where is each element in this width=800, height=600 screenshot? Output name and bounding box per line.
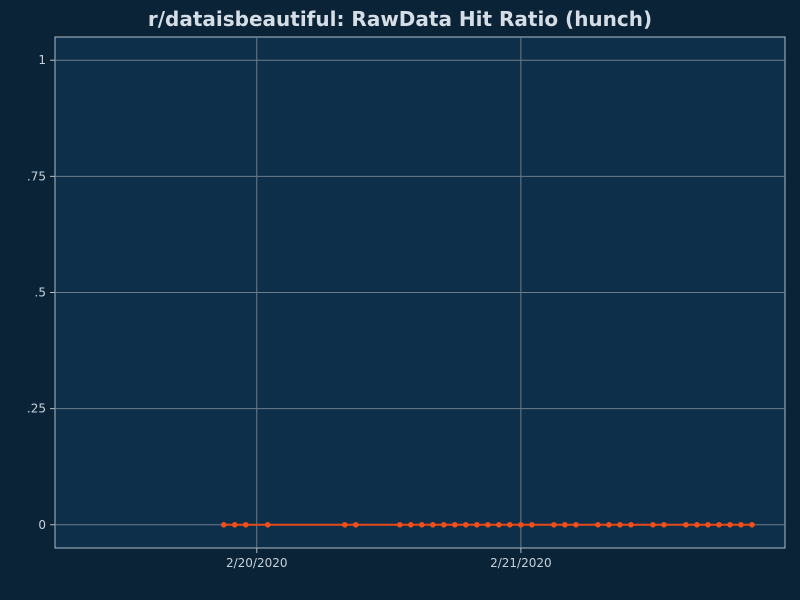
data-point: [606, 521, 612, 528]
data-point: [595, 521, 601, 528]
data-point: [749, 521, 755, 528]
data-point: [231, 521, 238, 528]
y-tick-label: 0: [38, 518, 46, 532]
data-point: [694, 521, 700, 528]
data-point: [529, 521, 535, 528]
data-point: [716, 521, 722, 528]
chart-title: r/dataisbeautiful: RawData Hit Ratio (hu…: [148, 7, 652, 31]
data-point: [738, 521, 744, 528]
data-point: [419, 521, 425, 528]
x-tick-label: 2/21/2020: [490, 556, 552, 570]
x-axis: 2/20/2020 2/21/2020: [226, 548, 552, 570]
data-point: [617, 521, 623, 528]
data-point: [452, 521, 458, 528]
data-point: [264, 521, 271, 528]
data-point: [562, 521, 568, 528]
data-point: [430, 521, 436, 528]
x-tick-label: 2/20/2020: [226, 556, 288, 570]
data-point: [551, 521, 557, 528]
data-point: [650, 521, 656, 528]
data-point: [463, 521, 469, 528]
series-group: [220, 521, 755, 528]
data-point: [705, 521, 711, 528]
data-point: [661, 521, 667, 528]
y-tick-label: .75: [27, 169, 46, 183]
data-point: [353, 521, 359, 528]
data-point: [683, 521, 689, 528]
data-point: [496, 521, 502, 528]
data-point: [628, 521, 634, 528]
data-point: [341, 521, 348, 528]
data-point: [573, 521, 579, 528]
y-tick-label: 1: [38, 53, 46, 67]
data-point: [507, 521, 513, 528]
y-axis: 0 .25 .5 .75 1: [27, 53, 55, 532]
data-point: [408, 521, 414, 528]
data-point: [474, 521, 480, 528]
data-point: [441, 521, 447, 528]
data-point: [242, 521, 249, 528]
data-point: [220, 521, 227, 528]
data-point: [518, 521, 524, 528]
y-tick-label: .5: [35, 286, 46, 300]
data-point: [727, 521, 733, 528]
data-point: [397, 521, 403, 528]
data-point: [485, 521, 491, 528]
y-tick-label: .25: [27, 402, 46, 416]
